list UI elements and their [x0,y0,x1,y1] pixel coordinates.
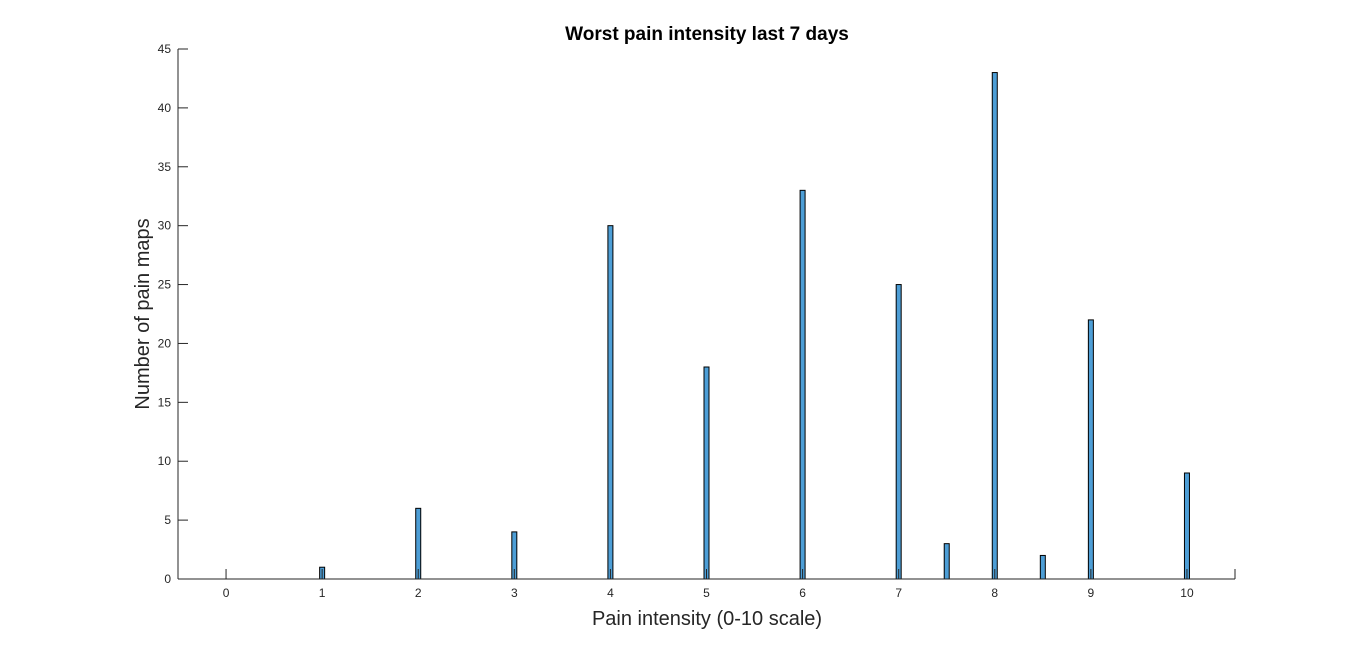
x-tick-label-7: 7 [895,586,902,600]
bar-7-5 [943,543,950,580]
x-tick-label-5: 5 [703,586,710,600]
x-tick-label-0: 0 [223,586,230,600]
bar-9 [1087,319,1094,580]
x-tick-label-2: 2 [415,586,422,600]
y-tick-label-40: 40 [158,101,172,115]
bar-5 [703,366,710,580]
bar-6 [799,189,806,580]
y-tick-label-5: 5 [164,513,171,527]
bar-2 [415,507,422,580]
x-tick-label-4: 4 [607,586,614,600]
y-tick-label-45: 45 [158,42,172,56]
bar-7 [895,284,902,580]
y-tick-label-10: 10 [158,454,172,468]
y-tick-label-0: 0 [164,572,171,586]
y-tick-label-30: 30 [158,219,172,233]
y-axis-label: Number of pain maps [132,218,154,409]
y-tick-label-20: 20 [158,336,172,350]
x-tick-label-1: 1 [319,586,326,600]
y-tick-label-35: 35 [158,160,172,174]
bar-10 [1183,472,1190,580]
x-tick-label-10: 10 [1180,586,1194,600]
bar-4 [607,225,614,580]
x-tick-label-9: 9 [1088,586,1095,600]
x-tick-label-8: 8 [991,586,998,600]
x-axis-label: Pain intensity (0-10 scale) [592,608,822,630]
y-tick-label-15: 15 [158,395,172,409]
x-tick-label-6: 6 [799,586,806,600]
x-tick-label-3: 3 [511,586,518,600]
bar-8 [991,72,998,580]
chart-title: Worst pain intensity last 7 days [565,24,849,45]
bar-8-5 [1039,554,1046,580]
y-tick-label-25: 25 [158,278,172,292]
